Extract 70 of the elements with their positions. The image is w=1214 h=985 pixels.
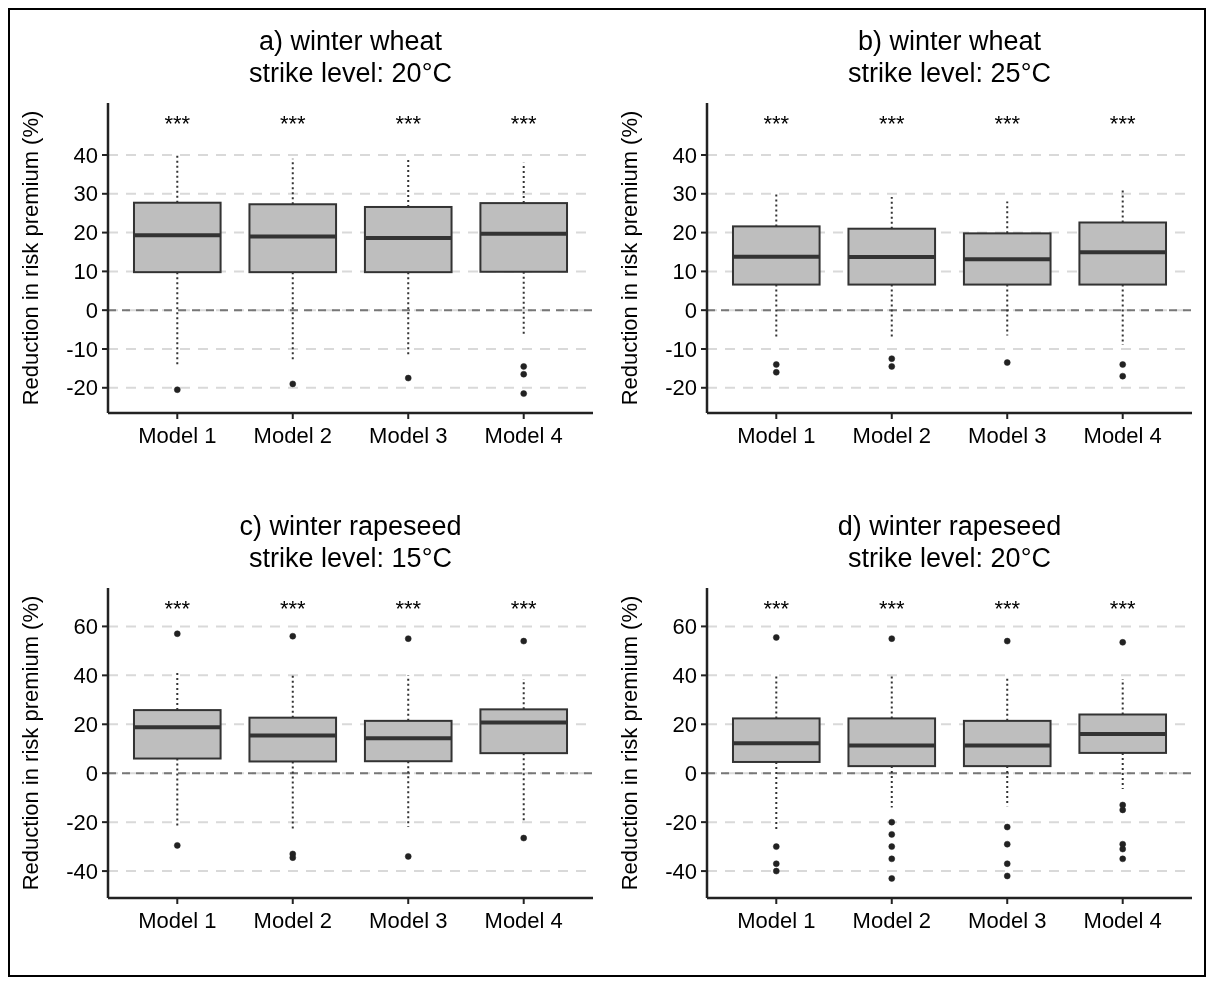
y-axis-title: Reduction in risk premium (%) — [617, 110, 642, 406]
y-tick-label: 10 — [73, 259, 98, 285]
y-tick-label: -40 — [665, 858, 697, 884]
chart-title: d) winter rapeseed — [837, 511, 1062, 541]
annotation: *** — [510, 110, 537, 136]
annotation: *** — [279, 110, 307, 136]
x-tick-label: Model 1 — [737, 908, 816, 933]
x-tick-label: Model 4 — [1083, 908, 1162, 933]
annotation: *** — [395, 595, 422, 621]
x-tick-label: Model 2 — [253, 908, 332, 933]
annotation: *** — [878, 595, 906, 621]
annotation: *** — [395, 110, 422, 136]
annotation: *** — [510, 595, 537, 621]
chart-title: a) winter wheat — [258, 26, 443, 56]
y-tick-label: 0 — [684, 297, 697, 323]
chart-subtitle: strike level: 20°C — [848, 543, 1051, 573]
x-tick-label: Model 3 — [968, 908, 1047, 933]
annotation: *** — [878, 110, 906, 136]
y-tick-label: 40 — [672, 663, 697, 689]
y-tick-label: -20 — [66, 809, 98, 835]
y-tick-label: 10 — [672, 259, 697, 285]
y-tick-label: -10 — [66, 336, 98, 362]
y-tick-label: 20 — [73, 711, 98, 737]
annotation: *** — [1109, 595, 1136, 621]
chart-title: b) winter wheat — [857, 26, 1042, 56]
y-tick-label: 30 — [73, 181, 98, 207]
x-tick-label: Model 4 — [1083, 423, 1162, 448]
x-tick-label: Model 1 — [138, 908, 217, 933]
y-tick-label: 20 — [73, 220, 98, 246]
x-tick-label: Model 4 — [484, 908, 563, 933]
x-tick-label: Model 2 — [852, 423, 931, 448]
y-tick-label: 40 — [73, 142, 98, 168]
y-tick-label: 0 — [85, 760, 98, 786]
x-tick-label: Model 2 — [253, 423, 332, 448]
y-tick-label: -20 — [665, 375, 697, 401]
y-tick-label: 0 — [684, 760, 697, 786]
y-axis-title: Reduction in risk premium (%) — [617, 595, 642, 891]
y-tick-label: 20 — [672, 711, 697, 737]
chart-subtitle: strike level: 15°C — [249, 543, 452, 573]
x-tick-label: Model 1 — [138, 423, 217, 448]
y-tick-label: -20 — [665, 809, 697, 835]
annotation: *** — [763, 110, 790, 136]
annotation: *** — [164, 595, 191, 621]
y-tick-label: 20 — [672, 220, 697, 246]
annotation: *** — [279, 595, 307, 621]
x-tick-label: Model 4 — [484, 423, 563, 448]
y-axis-title: Reduction in risk premium (%) — [18, 595, 43, 891]
x-tick-label: Model 2 — [852, 908, 931, 933]
x-tick-label: Model 3 — [968, 423, 1047, 448]
x-tick-label: Model 1 — [737, 423, 816, 448]
chart-subtitle: strike level: 20°C — [249, 58, 452, 88]
y-tick-label: -40 — [66, 858, 98, 884]
annotation: *** — [763, 595, 790, 621]
y-tick-label: 30 — [672, 181, 697, 207]
y-axis-title: Reduction in risk premium (%) — [18, 110, 43, 406]
annotation: *** — [164, 110, 191, 136]
y-tick-label: -10 — [665, 336, 697, 362]
annotation: *** — [994, 595, 1021, 621]
chart-title: c) winter rapeseed — [239, 511, 462, 541]
x-tick-label: Model 3 — [369, 908, 448, 933]
y-tick-label: 60 — [672, 614, 697, 640]
y-tick-label: 40 — [73, 663, 98, 689]
y-tick-label: -20 — [66, 375, 98, 401]
x-tick-label: Model 3 — [369, 423, 448, 448]
y-tick-label: 0 — [85, 297, 98, 323]
chart-subtitle: strike level: 25°C — [848, 58, 1051, 88]
y-tick-label: 60 — [73, 614, 98, 640]
annotation: *** — [1109, 110, 1136, 136]
y-tick-label: 40 — [672, 142, 697, 168]
annotation: *** — [994, 110, 1021, 136]
